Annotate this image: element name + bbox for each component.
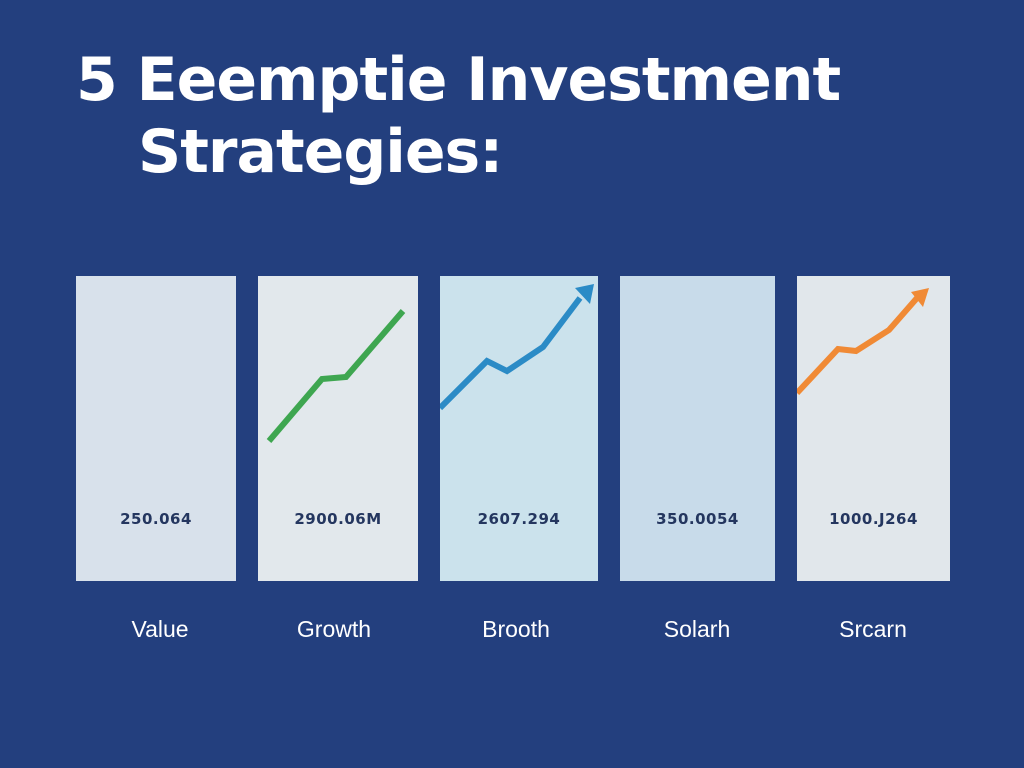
strategy-card-growth: 2900.06M xyxy=(258,276,418,581)
title-line-2: Strategies: xyxy=(138,117,503,187)
trend-arrow-icon xyxy=(440,284,594,411)
strategy-card-value: 250.064 xyxy=(76,276,236,581)
page-title: 5 Eeemptie Investment Strategies: xyxy=(76,44,841,188)
strategy-label-growth: Growth xyxy=(296,616,372,642)
trend-arrow-icon xyxy=(797,288,929,396)
strategy-label-brooth: Brooth xyxy=(482,616,550,642)
trend-line-icon xyxy=(266,309,406,443)
strategy-value: 2607.294 xyxy=(477,510,561,528)
strategy-label-solarh: Solarh xyxy=(663,616,731,642)
strategy-value: 1000.J264 xyxy=(829,510,918,528)
strategy-label-srcarn: Srcarn xyxy=(839,616,907,642)
strategy-card-solarh: 350.0054 xyxy=(620,276,775,581)
strategy-card-srcarn: 1000.J264 xyxy=(797,276,950,581)
strategy-value: 250.064 xyxy=(120,510,192,528)
strategy-value: 2900.06M xyxy=(294,510,382,528)
strategy-value: 350.0054 xyxy=(656,510,739,528)
strategy-card-brooth: 2607.294 xyxy=(440,276,598,581)
title-line-1: 5 Eeemptie Investment xyxy=(76,45,841,115)
strategy-label-value: Value xyxy=(131,616,189,642)
